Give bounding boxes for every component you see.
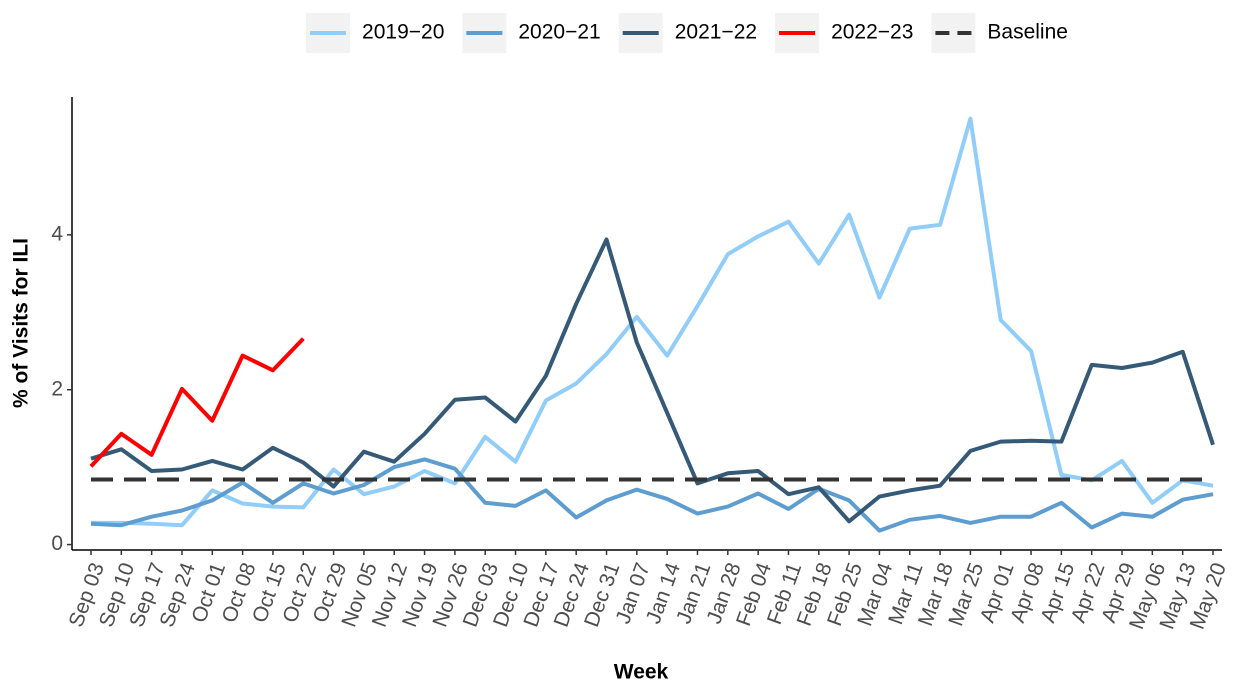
legend: 2019−20 2020−21 2021−22 2022−23 Baseline <box>306 13 1068 53</box>
legend-label: Baseline <box>987 21 1068 44</box>
y-tick-label: 0 <box>51 532 63 555</box>
y-tick-label: 2 <box>51 377 63 400</box>
series-line <box>90 457 1214 533</box>
series-line <box>90 237 1215 524</box>
legend-label: 2022−23 <box>831 21 913 44</box>
series-line <box>89 337 305 468</box>
legend-label: 2020−21 <box>518 21 600 44</box>
legend-label: 2019−20 <box>362 21 444 44</box>
y-axis-title: % of Visits for ILI <box>10 238 33 408</box>
series-line <box>91 116 1214 528</box>
y-tick-label: 4 <box>51 222 63 245</box>
legend-label: 2021−22 <box>675 21 757 44</box>
x-axis-title: Week <box>614 661 669 684</box>
